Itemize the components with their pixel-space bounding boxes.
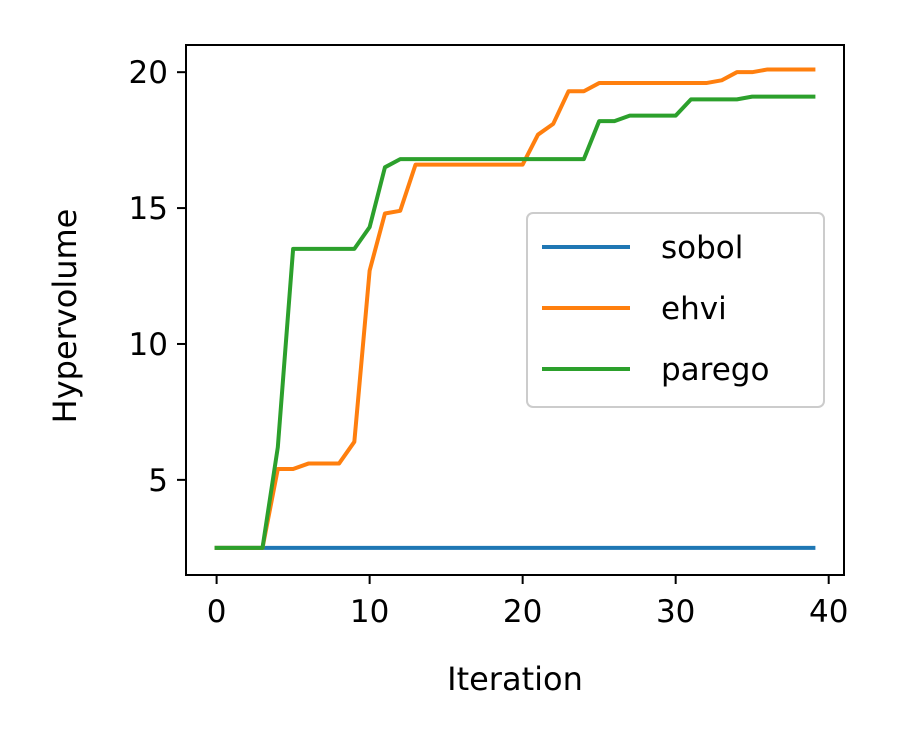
y-tick-label: 20	[129, 55, 168, 91]
legend-label-sobol: sobol	[661, 230, 743, 266]
x-tick-label: 0	[207, 594, 227, 630]
x-tick-label: 10	[350, 594, 389, 630]
x-axis-label: Iteration	[447, 660, 583, 698]
y-axis-label: Hypervolume	[46, 209, 84, 424]
series-line-parego	[214, 94, 816, 550]
legend-frame	[526, 212, 825, 408]
legend-items: sobol ehvi parego	[542, 230, 769, 388]
y-tick-label: 10	[129, 327, 168, 363]
x-tick-label: 40	[809, 594, 848, 630]
x-tick-label: 30	[656, 594, 695, 630]
y-tick-label: 15	[129, 191, 168, 227]
x-tick-label: 20	[503, 594, 542, 630]
x-axis-ticks: 0 10 20 30 40	[207, 575, 848, 630]
legend-label-parego: parego	[661, 352, 769, 388]
legend-label-ehvi: ehvi	[661, 291, 727, 327]
plot-lines	[214, 67, 816, 550]
series-line-ehvi	[214, 67, 816, 550]
legend: sobol ehvi parego	[526, 212, 825, 408]
y-axis-ticks: 5 10 15 20	[129, 55, 186, 499]
plot-frame	[185, 44, 845, 576]
y-tick-label: 5	[148, 463, 168, 499]
